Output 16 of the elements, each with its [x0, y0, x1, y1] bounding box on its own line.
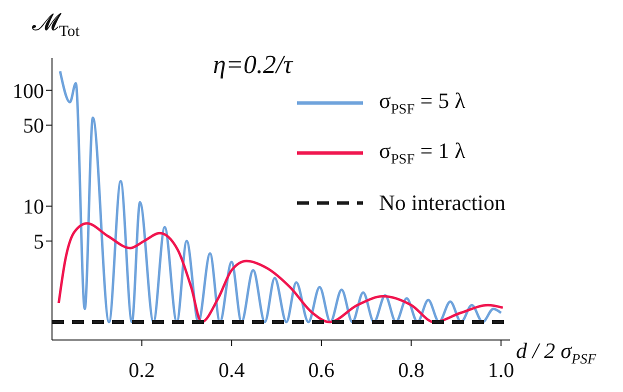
x-tick-label: 0.8: [398, 358, 424, 382]
x-tick-label: 1.0: [488, 358, 514, 382]
legend-label: σ$_{PSF}$ = 1 λ: [379, 138, 466, 168]
y-axis-title: 𝓜$_{Tot}$: [32, 10, 80, 40]
x-tick-label: 0.6: [308, 358, 335, 382]
legend-label: σ$_{PSF}$ = 5 λ: [379, 88, 466, 118]
y-tick-label: 100: [12, 78, 44, 103]
line-series: [57, 222, 504, 324]
x-tick-label: 0.2: [128, 358, 155, 382]
y-tick-label: 50: [23, 114, 44, 138]
legend-label: No interaction: [379, 190, 506, 215]
chart-title: η=0.2/τ: [213, 50, 292, 79]
y-tick-label: 10: [23, 194, 44, 219]
y-tick-label: 5: [34, 230, 44, 254]
x-axis-title: d / 2 σ$_{PSF}$: [516, 338, 596, 368]
x-tick-label: 0.4: [218, 358, 246, 382]
